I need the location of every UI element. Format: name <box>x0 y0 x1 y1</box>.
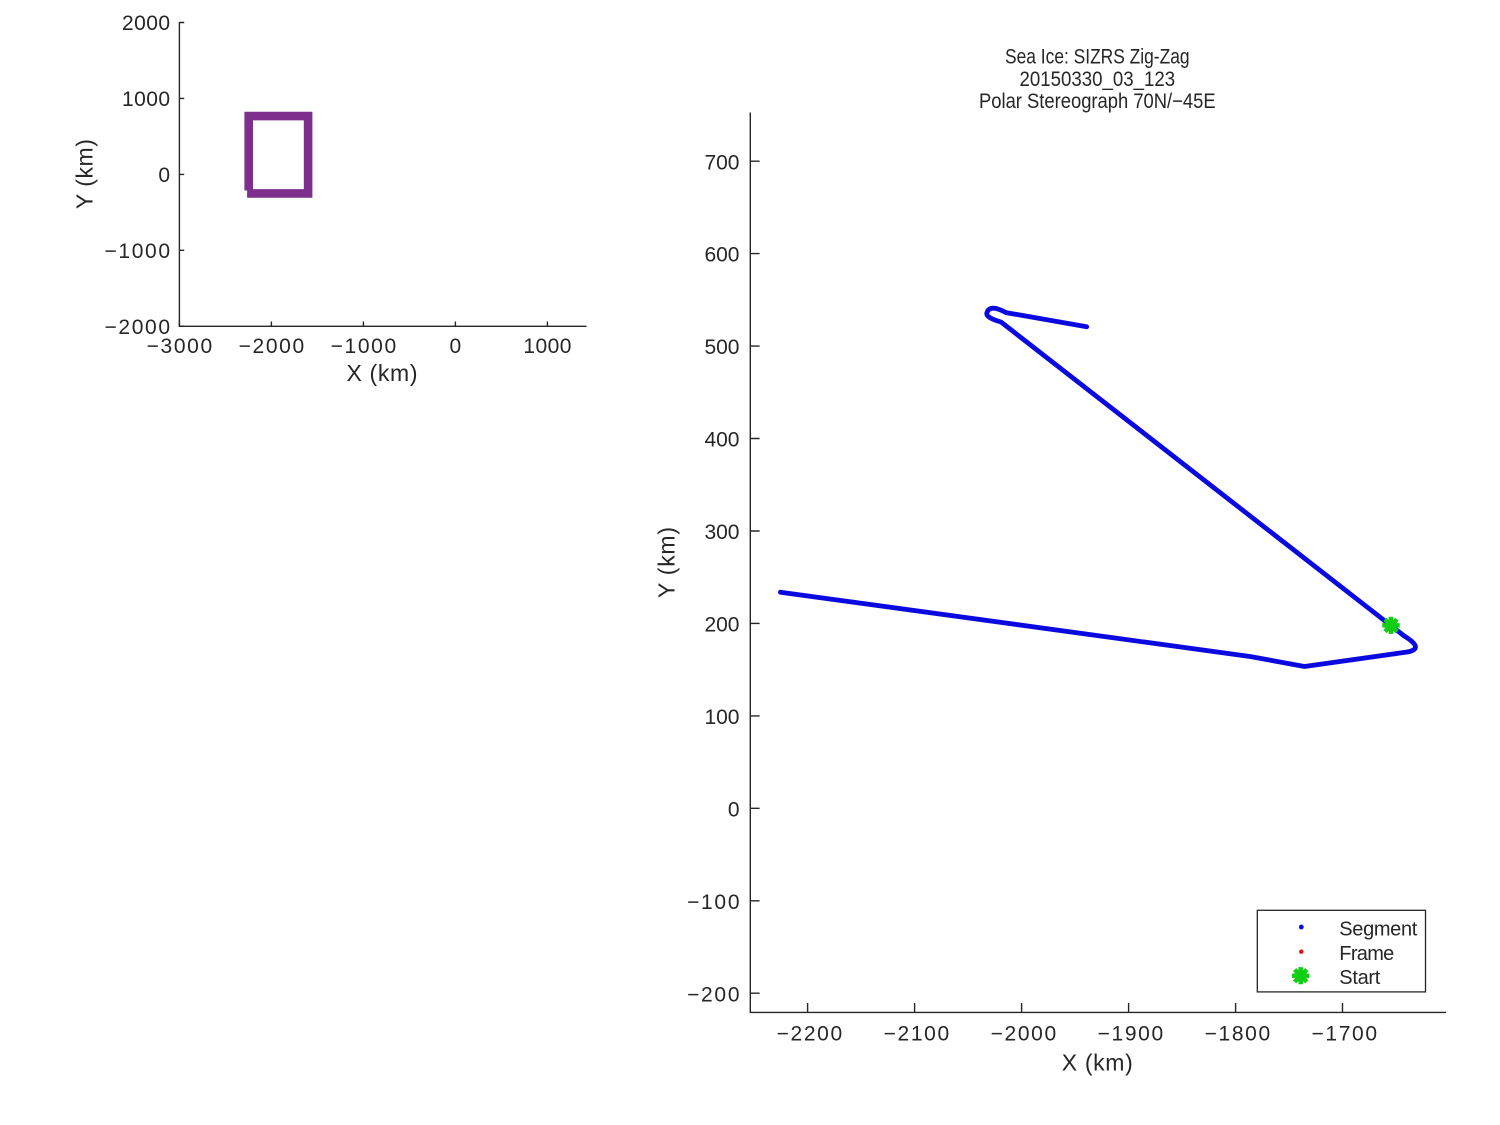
svg-text:−1700: −1700 <box>1312 1023 1378 1046</box>
svg-text:Y (km): Y (km) <box>72 139 98 209</box>
svg-text:−1800: −1800 <box>1205 1023 1271 1046</box>
svg-text:300: 300 <box>704 521 739 544</box>
svg-text:−1000: −1000 <box>105 240 171 263</box>
svg-text:Start: Start <box>1339 967 1380 989</box>
svg-text:100: 100 <box>704 706 739 729</box>
svg-text:−2000: −2000 <box>105 316 171 339</box>
svg-text:200: 200 <box>704 614 739 637</box>
svg-text:X (km): X (km) <box>347 360 418 386</box>
svg-text:600: 600 <box>704 244 739 267</box>
svg-text:20150330_03_123: 20150330_03_123 <box>1020 68 1176 91</box>
svg-text:Y (km): Y (km) <box>654 527 680 598</box>
svg-text:−2200: −2200 <box>777 1023 843 1046</box>
svg-text:0: 0 <box>158 164 170 187</box>
svg-text:700: 700 <box>704 151 739 174</box>
svg-text:−3000: −3000 <box>147 335 213 358</box>
svg-text:1000: 1000 <box>523 335 571 358</box>
svg-text:500: 500 <box>704 336 739 359</box>
svg-text:−2000: −2000 <box>991 1023 1057 1046</box>
svg-text:Frame: Frame <box>1339 943 1394 965</box>
svg-text:−2000: −2000 <box>239 335 305 358</box>
svg-text:0: 0 <box>450 335 462 358</box>
svg-text:Segment: Segment <box>1339 918 1417 940</box>
svg-text:Sea Ice: SIZRS Zig-Zag: Sea Ice: SIZRS Zig-Zag <box>1005 46 1190 69</box>
svg-text:−1000: −1000 <box>331 335 397 358</box>
svg-text:0: 0 <box>728 798 740 821</box>
svg-text:1000: 1000 <box>122 88 170 111</box>
svg-text:−2100: −2100 <box>884 1023 950 1046</box>
svg-text:2000: 2000 <box>122 12 170 35</box>
svg-text:X (km): X (km) <box>1062 1050 1133 1076</box>
svg-text:Polar Stereograph 70N/−45E: Polar Stereograph 70N/−45E <box>979 90 1216 113</box>
svg-text:400: 400 <box>704 429 739 452</box>
svg-text:−1900: −1900 <box>1098 1023 1164 1046</box>
